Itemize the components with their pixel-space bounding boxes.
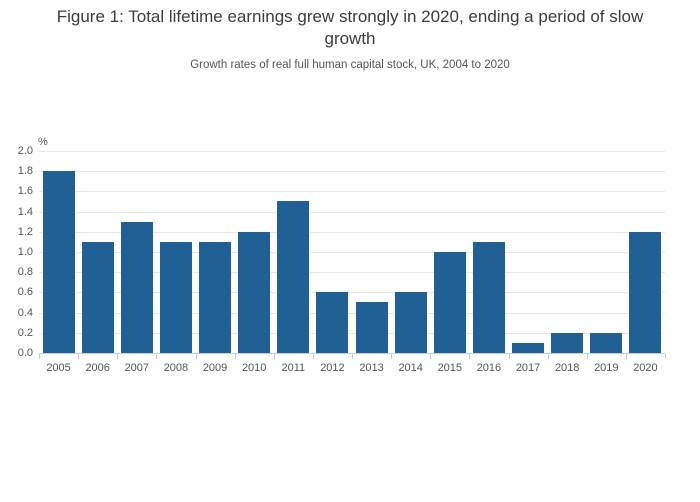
x-axis-tick (117, 354, 118, 359)
x-axis-line (39, 353, 665, 354)
bar-2013[interactable] (356, 302, 388, 353)
x-axis-tick (78, 354, 79, 359)
gridline (39, 211, 665, 213)
x-axis-tick (352, 354, 353, 359)
gridline (39, 252, 665, 253)
x-axis-tick (509, 354, 510, 359)
y-axis-unit-label: % (38, 136, 48, 148)
bar-2019[interactable] (590, 333, 622, 353)
bar-2020[interactable] (629, 232, 661, 353)
y-label-2.0: 2.0 (17, 145, 33, 157)
x-label-2014: 2014 (398, 362, 423, 374)
x-label-2017: 2017 (515, 362, 541, 374)
x-axis-tick (587, 354, 588, 359)
gridline (39, 272, 665, 274)
chart-subtitle: Growth rates of real full human capital … (190, 59, 510, 71)
y-label-1.4: 1.4 (17, 206, 33, 218)
bar-2011[interactable] (277, 201, 309, 353)
x-axis-tick (626, 354, 627, 359)
y-label-1.6: 1.6 (17, 185, 33, 197)
x-axis-tick (39, 354, 40, 359)
bar-2017[interactable] (512, 343, 544, 353)
x-axis-tick (156, 354, 157, 359)
y-label-0.8: 0.8 (17, 266, 33, 278)
x-label-2016: 2016 (476, 362, 502, 374)
plot-area: 2005 2006 2007 2008 2009 2010 2011 2012 2013 2014… (39, 151, 666, 374)
y-label-0.2: 0.2 (17, 327, 33, 339)
bar-2015[interactable] (434, 252, 466, 353)
x-label-2010: 2010 (241, 362, 267, 374)
x-axis-tick (469, 354, 470, 359)
x-label-2011: 2011 (281, 362, 306, 374)
bar-2012[interactable] (316, 292, 348, 353)
x-axis-tick (430, 354, 431, 359)
y-label-1.2: 1.2 (17, 226, 33, 238)
gridline (39, 191, 665, 193)
x-axis-tick (313, 354, 314, 359)
bar-2016[interactable] (473, 242, 505, 353)
bar-2007[interactable] (121, 222, 153, 353)
bar-2008[interactable] (160, 242, 192, 353)
bar-2006[interactable] (82, 242, 114, 353)
x-label-2008: 2008 (163, 362, 189, 374)
bar-2009[interactable] (199, 242, 231, 353)
x-label-2007: 2007 (124, 362, 150, 374)
bar-2005[interactable] (43, 171, 75, 353)
y-label-1.0: 1.0 (17, 246, 33, 258)
y-label-0.0: 0.0 (17, 347, 33, 359)
y-label-0.6: 0.6 (17, 286, 33, 298)
bar-2014[interactable] (395, 292, 427, 353)
gridline (39, 292, 665, 294)
x-axis-tick (196, 354, 197, 359)
x-label-2009: 2009 (202, 362, 228, 374)
x-axis-tick (391, 354, 392, 359)
x-axis-tick (274, 354, 275, 359)
x-label-2013: 2013 (359, 362, 384, 374)
y-label-1.8: 1.8 (17, 165, 33, 177)
bar-2010[interactable] (238, 232, 270, 353)
x-axis-tick (235, 354, 236, 359)
y-label-0.4: 0.4 (17, 307, 33, 319)
bar-2018[interactable] (551, 333, 583, 353)
gridline (39, 151, 665, 152)
x-label-2020: 2020 (633, 362, 658, 374)
gridline (39, 332, 665, 334)
x-label-2006: 2006 (85, 362, 110, 374)
x-label-2018: 2018 (554, 362, 580, 374)
gridline (39, 231, 665, 233)
chart-title: Figure 1: Total lifetime earnings grew s… (56, 7, 644, 49)
x-label-2019: 2019 (594, 362, 619, 374)
x-axis-tick (548, 354, 549, 359)
x-axis-tick (665, 354, 666, 359)
gridline (39, 312, 665, 314)
gridline (39, 171, 665, 173)
x-label-2015: 2015 (437, 362, 463, 374)
x-label-2012: 2012 (320, 362, 345, 374)
x-label-2005: 2005 (46, 362, 71, 374)
